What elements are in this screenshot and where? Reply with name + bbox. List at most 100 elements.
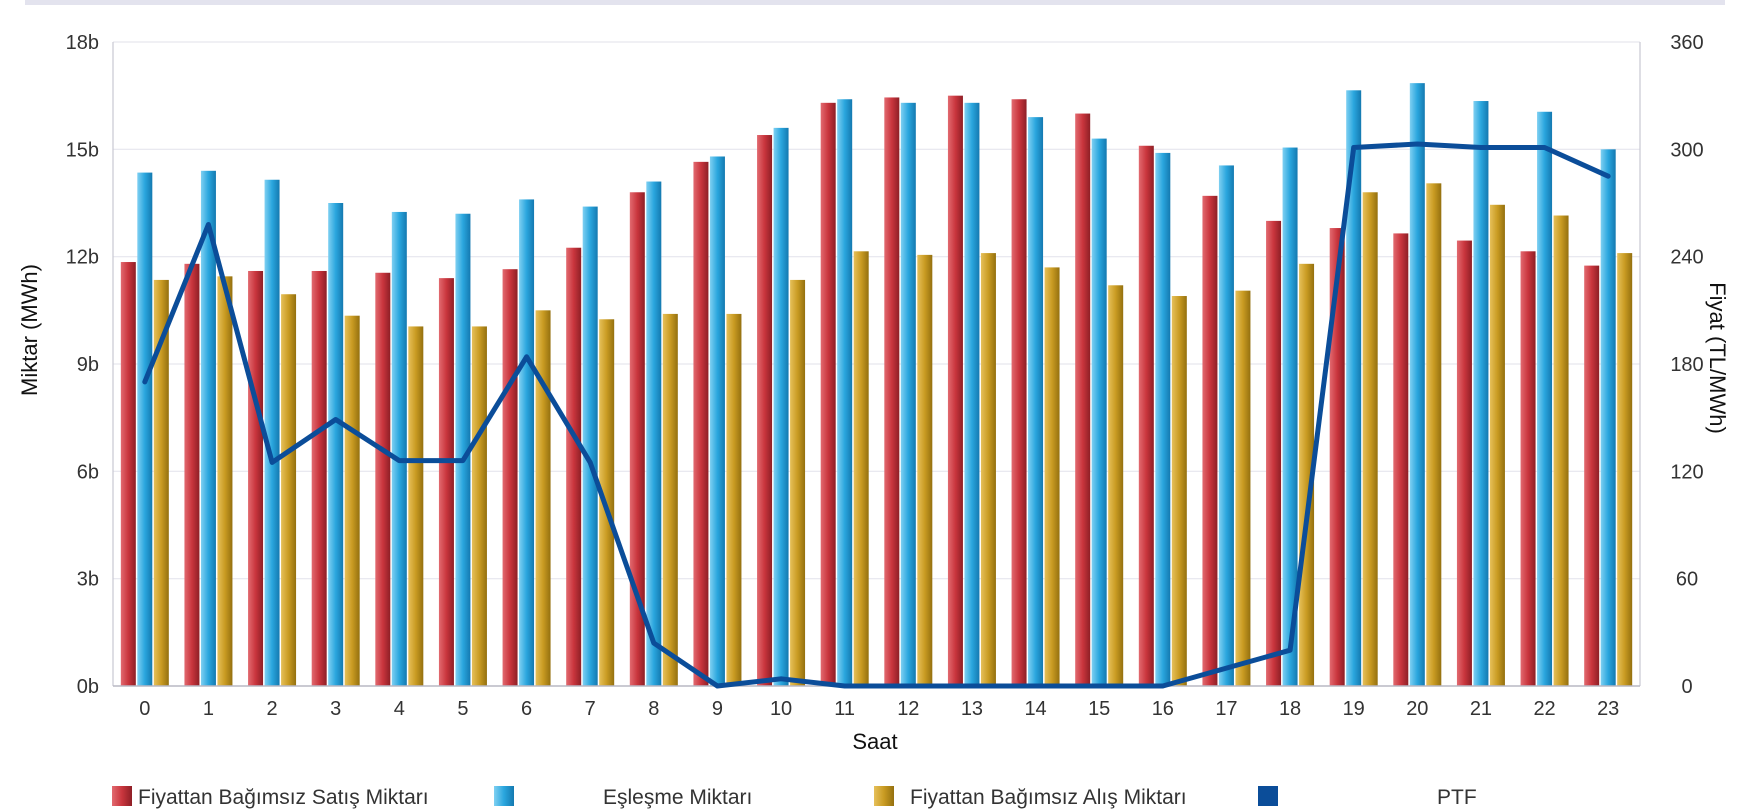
x-tick-label: 11 [834,698,855,720]
bar-eslesme[interactable] [1409,83,1425,686]
bar-eslesme[interactable] [264,179,280,686]
y-left-tick-label: 0b [77,676,99,698]
bar-satis[interactable] [438,278,454,686]
x-tick-label: 20 [1406,698,1428,720]
bar-eslesme[interactable] [1600,149,1616,687]
bar-eslesme[interactable] [200,170,216,687]
x-tick-label: 16 [1152,698,1174,720]
bar-eslesme[interactable] [1218,165,1234,686]
x-tick-label: 6 [521,698,532,720]
bar-satis[interactable] [1329,228,1345,687]
bar-satis[interactable] [1520,251,1536,687]
bar-satis[interactable] [1393,233,1409,686]
legend-item-alis[interactable]: Fiyattan Bağımsız Alış Miktarı [874,786,1187,809]
bar-alis[interactable] [1553,215,1569,686]
bar-satis[interactable] [248,270,264,686]
bar-satis[interactable] [566,247,582,686]
bar-satis[interactable] [311,270,327,686]
x-tick-label: 21 [1470,698,1492,720]
bar-alis[interactable] [217,276,233,686]
bar-satis[interactable] [120,262,136,686]
bar-satis[interactable] [757,135,773,686]
bar-eslesme[interactable] [646,181,662,687]
bar-satis[interactable] [820,102,836,687]
bar-eslesme[interactable] [391,211,407,686]
bar-alis[interactable] [1617,253,1633,687]
bar-alis[interactable] [917,254,933,686]
bar-eslesme[interactable] [519,199,535,686]
legend-item-eslesme[interactable]: Eşleşme Miktarı [494,786,752,809]
bar-alis[interactable] [408,326,424,686]
bar-satis[interactable] [502,269,518,686]
bar-satis[interactable] [1138,145,1154,686]
bar-satis[interactable] [1266,220,1282,686]
bar-satis[interactable] [1011,99,1027,686]
y-right-tick-label: 240 [1670,247,1703,269]
y-right-tick-label: 60 [1676,569,1698,591]
bar-alis[interactable] [281,294,297,686]
bar-satis[interactable] [884,97,900,686]
bar-eslesme[interactable] [964,102,980,687]
x-tick-label: 19 [1343,698,1365,720]
bar-satis[interactable] [1456,240,1472,687]
bar-eslesme[interactable] [1155,152,1171,686]
bar-satis[interactable] [693,161,709,686]
y-left-tick-label: 18b [66,32,99,54]
bar-satis[interactable] [1584,265,1600,686]
bar-alis[interactable] [1108,285,1124,686]
legend-swatch-ptf [1258,786,1278,806]
bar-alis[interactable] [1426,183,1442,687]
bar-eslesme[interactable] [1282,147,1298,687]
bar-satis[interactable] [1202,195,1218,686]
bar-eslesme[interactable] [1473,101,1489,687]
y-right-tick-label: 0 [1681,676,1692,698]
bar-satis[interactable] [1075,113,1091,687]
legend-label-satis: Fiyattan Bağımsız Satış Miktarı [138,786,429,809]
bar-satis[interactable] [947,95,963,686]
bar-satis[interactable] [629,192,645,686]
bar-alis[interactable] [1171,296,1187,686]
bar-alis[interactable] [1489,204,1505,687]
y-right-tick-label: 120 [1670,461,1703,483]
bar-alis[interactable] [853,251,869,687]
x-tick-label: 10 [770,698,792,720]
bar-eslesme[interactable] [137,172,153,687]
bar-alis[interactable] [1044,267,1060,686]
y-axis-left-title: Miktar (MWh) [17,264,42,396]
bar-alis[interactable] [790,279,806,686]
legend-item-ptf[interactable]: PTF [1258,786,1477,809]
bar-alis[interactable] [726,313,742,686]
bar-eslesme[interactable] [328,203,344,686]
bar-eslesme[interactable] [900,102,916,687]
bar-eslesme[interactable] [1028,117,1044,687]
bar-alis[interactable] [535,310,551,686]
bar-alis[interactable] [1299,263,1315,686]
bar-alis[interactable] [471,326,487,686]
bar-satis[interactable] [184,263,200,686]
bar-alis[interactable] [980,253,996,687]
bar-eslesme[interactable] [1346,90,1362,687]
bar-satis[interactable] [375,272,391,686]
legend-item-satis[interactable]: Fiyattan Bağımsız Satış Miktarı [112,786,429,809]
legend-label-ptf: PTF [1437,786,1477,809]
bar-alis[interactable] [344,315,360,686]
bar-eslesme[interactable] [709,156,725,686]
x-tick-label: 22 [1533,698,1555,720]
bar-eslesme[interactable] [582,206,598,687]
bar-eslesme[interactable] [837,99,853,686]
bar-alis[interactable] [662,313,678,686]
x-tick-label: 1 [203,698,214,720]
bar-alis[interactable] [1235,290,1251,686]
bar-eslesme[interactable] [1091,138,1107,687]
bar-eslesme[interactable] [455,213,471,686]
y-left-tick-label: 3b [77,569,99,591]
ptf-line[interactable] [142,141,1611,689]
bar-alis[interactable] [153,279,169,686]
bar-alis[interactable] [1362,192,1378,686]
legend-swatch-satis [112,786,132,806]
x-tick-label: 0 [139,698,150,720]
gridlines [113,41,1640,580]
bar-eslesme[interactable] [773,127,789,686]
bar-eslesme[interactable] [1537,111,1553,687]
x-tick-label: 15 [1088,698,1110,720]
